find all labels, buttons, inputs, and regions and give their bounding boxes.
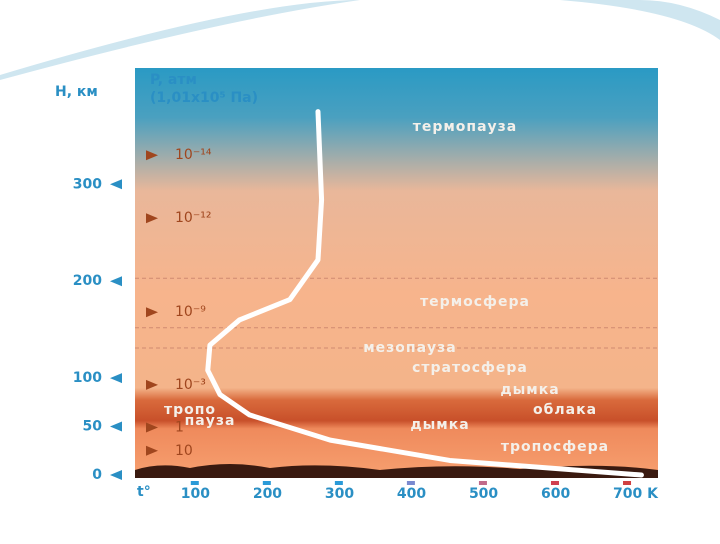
- y-axis-label: H, км: [55, 84, 98, 100]
- x-tick-label: 200: [253, 486, 282, 502]
- y-tick-label: 50: [83, 419, 103, 435]
- layer-label: стратосфера: [412, 360, 528, 376]
- pressure-label: 1: [175, 420, 184, 436]
- x-tick-mark: [478, 481, 487, 485]
- x-tick-label: 300: [325, 486, 354, 502]
- layer-label: тропо: [164, 402, 216, 418]
- y-tick-mark: [110, 373, 122, 384]
- pressure-marker: [146, 379, 158, 390]
- x-tick-mark: [262, 481, 271, 485]
- y-tick-mark: [110, 179, 122, 190]
- x-tick-label: 600: [541, 486, 570, 502]
- surface: [135, 464, 658, 478]
- layer-label: тропосфера: [501, 439, 609, 455]
- x-tick-label: 700 K: [613, 486, 659, 502]
- y-tick-label: 200: [73, 273, 102, 289]
- pressure-label: 10⁻⁹: [175, 304, 206, 320]
- temperature-curve: [205, 109, 644, 478]
- decor: [560, 0, 720, 40]
- layer-label: облака: [533, 402, 597, 418]
- x-axis-label: t°: [137, 484, 151, 500]
- y-tick-mark: [110, 276, 122, 287]
- layer-label: дымка: [410, 417, 469, 433]
- pressure-marker: [146, 213, 158, 224]
- layer-label: мезопауза: [363, 340, 457, 356]
- y-tick-label: 100: [73, 370, 102, 386]
- x-tick-label: 500: [469, 486, 498, 502]
- y-tick-label: 300: [73, 176, 102, 192]
- layer-label: пауза: [185, 413, 236, 429]
- x-tick-label: 400: [397, 486, 426, 502]
- pressure-marker: [146, 422, 158, 433]
- x-tick-label: 100: [181, 486, 210, 502]
- plot-background: [135, 68, 658, 478]
- x-tick-mark: [190, 481, 199, 485]
- pressure-marker: [146, 307, 158, 318]
- y-tick-label: 0: [92, 467, 102, 483]
- layer-label: дымка: [500, 382, 559, 398]
- pressure-label: 10⁻¹²: [175, 210, 211, 226]
- layer-label: термосфера: [420, 294, 530, 310]
- x-tick-mark: [550, 481, 559, 485]
- pressure-marker: [146, 445, 158, 456]
- layer-label: термопауза: [413, 119, 518, 135]
- pressure-label: 10: [175, 443, 193, 459]
- pressure-unit: (1,01x10⁵ Па): [150, 90, 258, 106]
- pressure-marker: [146, 150, 158, 161]
- x-tick-mark: [334, 481, 343, 485]
- y-tick-mark: [110, 421, 122, 432]
- y-tick-mark: [110, 470, 122, 480]
- pressure-label: 10⁻¹⁴: [175, 147, 212, 163]
- pressure-label: P, атм: [150, 72, 197, 88]
- pressure-label: 10⁻³: [175, 377, 206, 393]
- x-tick-mark: [406, 481, 415, 485]
- x-tick-mark: [623, 481, 632, 485]
